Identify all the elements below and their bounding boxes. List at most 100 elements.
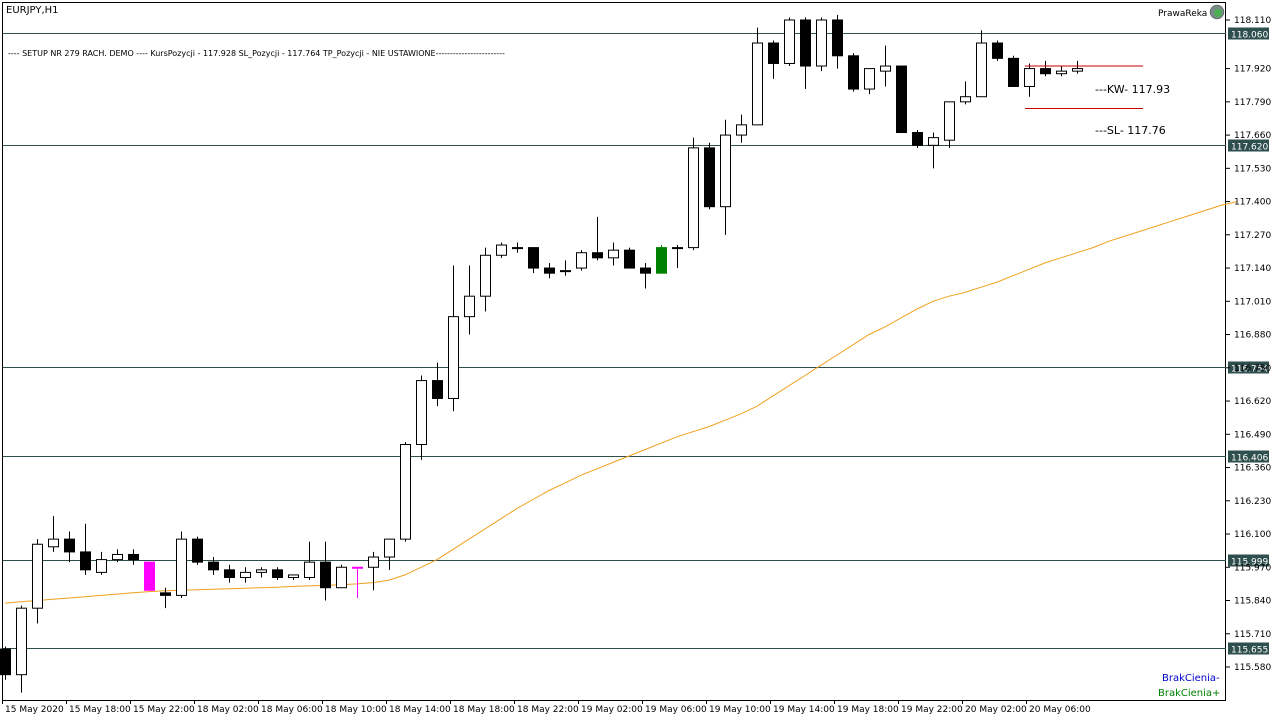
price-tick-label: 117.400 — [1234, 198, 1271, 208]
candle-body — [1056, 70, 1067, 75]
candle — [736, 114, 747, 143]
candle — [352, 566, 363, 598]
candle-body — [688, 147, 699, 249]
candle — [592, 216, 603, 261]
candle-body — [848, 55, 859, 90]
price-tick-label: 117.920 — [1234, 65, 1271, 75]
time-tick-label: 18 May 06:00 — [261, 705, 323, 715]
candle-body — [800, 19, 811, 67]
candle-body — [320, 561, 331, 589]
candle-body — [384, 538, 395, 558]
candle-body — [160, 592, 171, 596]
candle — [944, 101, 955, 148]
level-tag — [1228, 554, 1269, 567]
candle-body — [608, 249, 619, 259]
candle-body — [288, 574, 299, 578]
price-tick-label: 116.360 — [1234, 464, 1271, 474]
candle — [288, 574, 299, 581]
time-tick-label: 15 May 2020 — [5, 705, 64, 715]
candle — [112, 549, 123, 563]
candle-body — [512, 247, 523, 250]
candle-body — [1072, 68, 1083, 72]
level-tag-label: 116.406 — [1231, 454, 1268, 464]
candle-body — [544, 267, 555, 274]
level-tag-label: 118.060 — [1231, 31, 1268, 41]
level-tag — [1228, 642, 1269, 655]
candle — [208, 557, 219, 575]
time-tick-label: 15 May 22:00 — [133, 705, 195, 715]
time-axis: 15 May 2020 15 May 18:00 15 May 22:00 18 Ma… — [2, 700, 1091, 715]
candle-body — [16, 607, 27, 676]
time-tick-label: 19 May 22:00 — [901, 705, 963, 715]
time-tick-label: 18 May 18:00 — [453, 705, 515, 715]
expert-icon[interactable] — [1209, 4, 1225, 20]
candle-body — [48, 538, 59, 548]
level-tag — [1228, 139, 1269, 152]
candles-layer — [0, 14, 1083, 693]
candle — [912, 129, 923, 148]
candle — [80, 523, 91, 575]
candle — [672, 245, 683, 269]
legend-brakcienia-plus: BrakCienia+ — [1158, 688, 1220, 699]
ma-line — [4, 201, 1238, 604]
candle — [432, 362, 443, 407]
candle — [368, 551, 379, 591]
levels-layer — [3, 33, 1226, 649]
candle-body — [112, 553, 123, 561]
candle-body — [192, 538, 203, 563]
candle-body — [784, 19, 795, 64]
time-tick-label: 15 May 18:00 — [69, 705, 131, 715]
time-tick-label: 20 May 06:00 — [1029, 705, 1091, 715]
time-tick-label: 19 May 06:00 — [645, 705, 707, 715]
candle — [992, 40, 1003, 61]
price-tick-label: 115.710 — [1234, 630, 1271, 640]
plot-frame — [2, 2, 1226, 701]
legend-brakcienia-minus: BrakCienia- — [1162, 673, 1220, 684]
position-lines-layer — [1025, 65, 1143, 109]
candle — [720, 119, 731, 235]
candle — [640, 262, 651, 289]
candle-body — [736, 124, 747, 136]
kw-label: ---KW- 117.93 — [1095, 83, 1170, 96]
candle-body — [368, 556, 379, 568]
candle-body — [256, 569, 267, 573]
candle — [704, 142, 715, 210]
candle — [528, 247, 539, 274]
ma-layer — [4, 201, 1238, 604]
candle-body — [1008, 57, 1019, 87]
candle — [16, 605, 27, 693]
candle-body — [224, 569, 235, 578]
candle — [480, 247, 491, 312]
candle — [848, 53, 859, 92]
candle — [896, 65, 907, 134]
candle-body — [336, 566, 347, 589]
candle-body — [208, 561, 219, 571]
price-tick-label: 116.100 — [1234, 530, 1271, 540]
candle-body — [96, 559, 107, 573]
symbol-label: EURJPY,H1 — [6, 5, 59, 16]
candle — [1008, 55, 1019, 87]
candle-body — [480, 254, 491, 297]
time-tick-label: 19 May 14:00 — [773, 705, 835, 715]
candle-body — [864, 68, 875, 90]
candle — [816, 17, 827, 72]
candle — [64, 531, 75, 563]
price-tick-label: 117.140 — [1234, 264, 1271, 274]
candle — [1024, 63, 1035, 97]
price-tick-label: 115.970 — [1234, 563, 1271, 573]
price-tick-label: 116.230 — [1234, 497, 1271, 507]
candle-body — [448, 316, 459, 399]
candle — [400, 441, 411, 542]
candle-body — [640, 267, 651, 274]
candle — [304, 541, 315, 581]
candle-body — [304, 561, 315, 578]
candle — [256, 567, 267, 578]
candle — [464, 265, 475, 335]
price-axis: 118.060 117.620 116.754 116.406 115.999 115.6… — [1226, 16, 1271, 673]
candle-body — [176, 538, 187, 596]
candle — [976, 30, 987, 98]
candle — [240, 567, 251, 583]
candle-body — [352, 566, 363, 569]
